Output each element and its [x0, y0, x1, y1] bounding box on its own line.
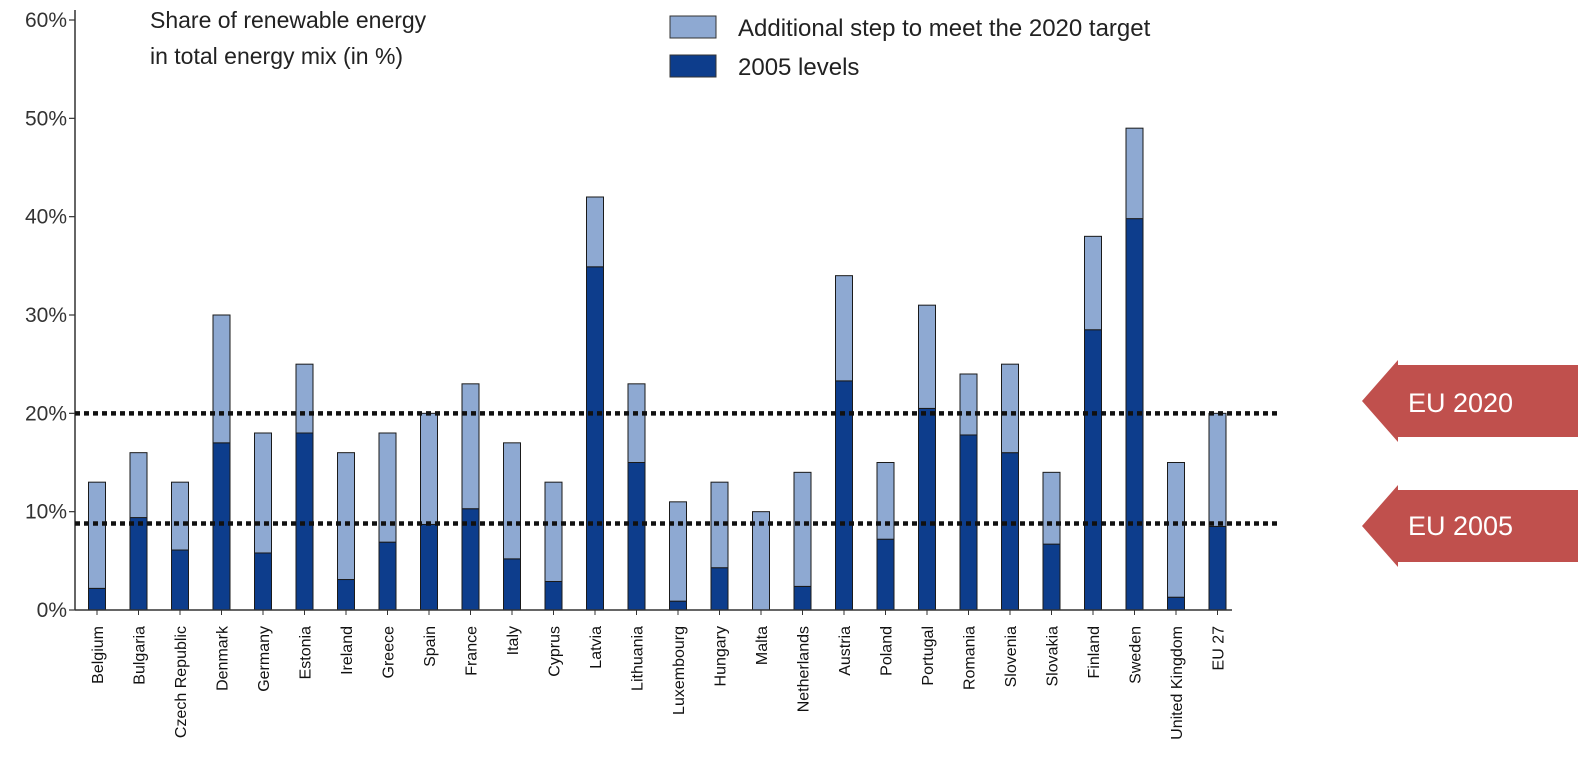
x-tick-label: Germany: [256, 626, 273, 692]
x-tick-label: Romania: [962, 626, 979, 690]
bar-additional-20: [919, 305, 936, 408]
eu-2020-arrow-label: EU 2020: [1408, 388, 1513, 418]
bar-additional-8: [421, 413, 438, 524]
bar-2005-14: [670, 601, 687, 610]
legend-label-additional: Additional step to meet the 2020 target: [738, 15, 1151, 42]
bar-additional-21: [960, 374, 977, 435]
legend: Additional step to meet the 2020 target …: [670, 15, 1151, 81]
x-tick-label: Ireland: [339, 626, 356, 675]
bar-2005-12: [587, 267, 604, 610]
bars-layer: [89, 128, 1227, 610]
legend-swatch-additional: [670, 16, 716, 38]
x-tick-label: Latvia: [588, 626, 605, 669]
eu-2005-arrow: EU 2005: [1362, 485, 1578, 567]
y-tick-label: 30%: [25, 304, 67, 327]
bar-additional-12: [587, 197, 604, 267]
x-tick-label: Belgium: [90, 626, 107, 684]
bar-2005-15: [711, 568, 728, 610]
bar-additional-23: [1043, 472, 1060, 544]
x-tick-label: Denmark: [215, 625, 232, 691]
x-tick-label: Greece: [381, 626, 398, 679]
x-tick-label: Slovenia: [1003, 626, 1020, 687]
x-tick-label: Spain: [422, 626, 439, 667]
bar-additional-0: [89, 482, 106, 588]
bar-2005-22: [1002, 453, 1019, 610]
bar-2005-13: [628, 463, 645, 611]
legend-label-2005: 2005 levels: [738, 54, 859, 81]
bar-2005-23: [1043, 544, 1060, 610]
y-tick-label: 50%: [25, 107, 67, 130]
bar-2005-19: [877, 539, 894, 610]
bar-additional-19: [877, 463, 894, 540]
bar-2005-10: [504, 559, 521, 610]
bar-additional-17: [794, 472, 811, 586]
bar-additional-7: [379, 433, 396, 542]
chart-title-line-2: in total energy mix (in %): [150, 43, 403, 69]
x-tick-label: Portugal: [920, 626, 937, 686]
y-tick-label: 20%: [25, 402, 67, 425]
ticks-layer: 0% 10% 20% 30% 40% 50% 60%: [25, 9, 75, 622]
legend-swatch-2005: [670, 55, 716, 77]
x-tick-label: Cyprus: [547, 626, 564, 677]
x-tick-label: EU 27: [1211, 626, 1228, 671]
x-tick-label: United Kingdom: [1169, 626, 1186, 740]
bar-2005-4: [255, 553, 272, 610]
bar-2005-20: [919, 408, 936, 610]
x-tick-label: France: [464, 626, 481, 676]
x-tick-label: Malta: [754, 626, 771, 665]
bar-additional-14: [670, 502, 687, 601]
x-tick-label: Bulgaria: [132, 626, 149, 685]
bar-additional-6: [338, 453, 355, 580]
bar-additional-25: [1126, 128, 1143, 218]
bar-2005-24: [1085, 330, 1102, 610]
y-tick-label: 60%: [25, 9, 67, 32]
bar-2005-3: [213, 443, 230, 610]
bar-additional-2: [172, 482, 189, 550]
bar-2005-1: [130, 518, 147, 610]
bar-2005-26: [1168, 597, 1185, 610]
x-tick-label: Netherlands: [796, 626, 813, 712]
bar-2005-17: [794, 586, 811, 610]
bar-2005-0: [89, 588, 106, 610]
x-tick-label: Hungary: [713, 626, 730, 686]
bar-2005-8: [421, 524, 438, 610]
x-tick-label: Austria: [837, 626, 854, 676]
bar-2005-7: [379, 542, 396, 610]
eu-2005-arrow-label: EU 2005: [1408, 511, 1513, 541]
bar-additional-22: [1002, 364, 1019, 453]
bar-additional-26: [1168, 463, 1185, 598]
bar-additional-4: [255, 433, 272, 553]
bar-additional-27: [1209, 413, 1226, 526]
chart-title-line-1: Share of renewable energy: [150, 7, 427, 33]
bar-2005-6: [338, 580, 355, 610]
bar-additional-16: [753, 512, 770, 610]
bar-2005-2: [172, 550, 189, 610]
bar-additional-1: [130, 453, 147, 518]
x-tick-label: Poland: [879, 626, 896, 676]
x-tick-label: Czech Republic: [173, 626, 190, 738]
x-tick-label: Slovakia: [1045, 626, 1062, 687]
x-tick-label: Estonia: [298, 626, 315, 679]
bar-additional-5: [296, 364, 313, 433]
x-tick-label: Lithuania: [630, 626, 647, 691]
x-tick-label: Finland: [1086, 626, 1103, 678]
x-tick-label: Sweden: [1128, 626, 1145, 684]
bar-additional-3: [213, 315, 230, 443]
bar-2005-27: [1209, 526, 1226, 610]
bar-additional-10: [504, 443, 521, 559]
y-tick-label: 0%: [37, 599, 67, 622]
bar-additional-13: [628, 384, 645, 463]
bar-2005-11: [545, 581, 562, 610]
eu-2020-arrow: EU 2020: [1362, 360, 1578, 442]
bar-additional-9: [462, 384, 479, 509]
x-tick-label: Italy: [505, 626, 522, 655]
bar-additional-24: [1085, 236, 1102, 329]
x-tick-label: Luxembourg: [671, 626, 688, 715]
bar-additional-18: [836, 276, 853, 381]
x-labels-layer: Belgium Bulgaria Czech Republic Denmark Germ…: [90, 610, 1228, 740]
bar-additional-11: [545, 482, 562, 581]
y-tick-label: 10%: [25, 501, 67, 524]
y-tick-label: 40%: [25, 206, 67, 229]
